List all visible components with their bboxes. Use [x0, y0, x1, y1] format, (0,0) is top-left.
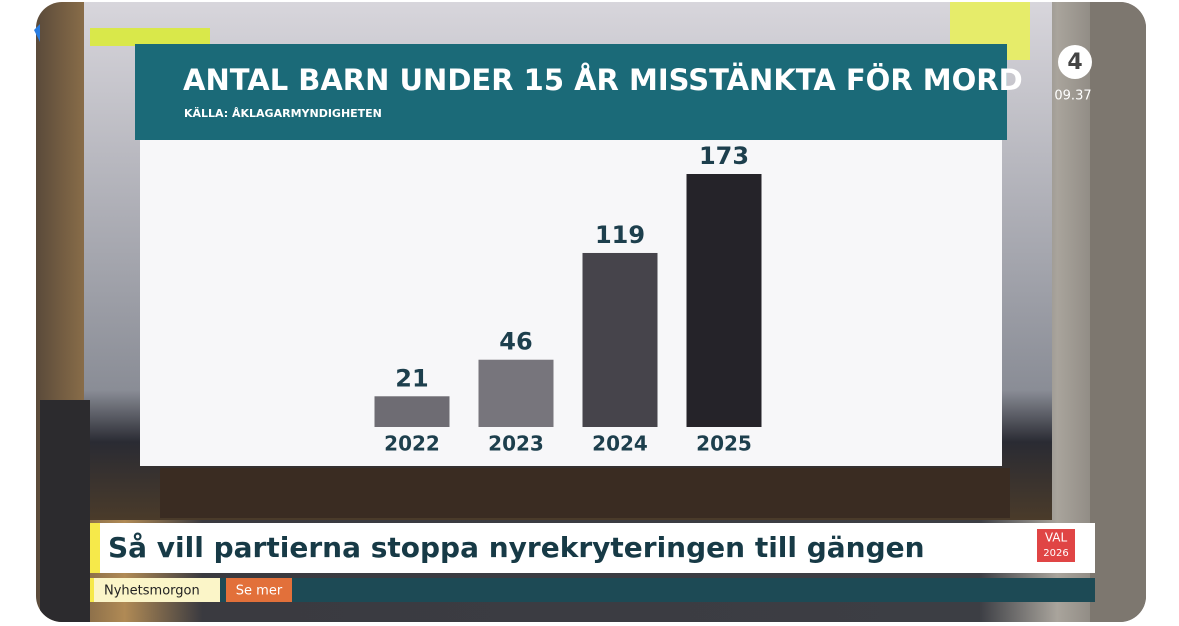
bar	[582, 252, 658, 427]
x-tick-label: 2024	[592, 432, 648, 456]
program-tag	[90, 578, 220, 602]
headline-bar	[90, 523, 1095, 573]
program-name: Nyhetsmorgon	[104, 584, 200, 599]
value-label: 119	[595, 221, 645, 249]
headline: Så vill partierna stoppa nyrekryteringen…	[108, 531, 925, 564]
x-tick-label: 2025	[696, 432, 752, 456]
x-tick-label: 2022	[384, 432, 440, 456]
bar	[686, 174, 762, 427]
chart-title: ANTAL BARN UNDER 15 ÅR MISSTÄNKTA FÖR MO…	[183, 63, 1023, 97]
studio-floor	[40, 400, 90, 622]
plot: 21 2022 46 2023 119 2024 173 2025	[374, 142, 762, 456]
value-label: 21	[395, 364, 428, 392]
channel-logo-badge	[1058, 45, 1092, 79]
video-frame: ANTAL BARN UNDER 15 ÅR MISSTÄNKTA FÖR MO…	[36, 2, 1146, 622]
x-tick-label: 2023	[488, 432, 544, 456]
screen-city-lights	[160, 468, 1010, 518]
val-badge-text: VAL	[1045, 531, 1068, 545]
chart-subtitle: KÄLLA: ÅKLAGARMYNDIGHETEN	[184, 106, 382, 120]
program-accent	[90, 578, 94, 602]
bar	[478, 359, 554, 427]
value-label: 173	[699, 142, 749, 170]
see-more-button[interactable]	[226, 578, 292, 602]
back-indicator	[34, 24, 40, 42]
val-badge-year: 2026	[1043, 548, 1068, 559]
chart-panel	[140, 140, 1002, 466]
screen-accent	[90, 28, 210, 46]
val-badge	[1037, 529, 1075, 562]
see-more-label[interactable]: Se mer	[236, 584, 283, 599]
chart-header	[135, 44, 1007, 140]
headline-accent	[90, 523, 100, 573]
studio-pillar	[1090, 2, 1146, 622]
clock: 09.37	[1054, 89, 1091, 104]
channel-logo: 4	[1067, 50, 1082, 75]
value-label: 46	[499, 328, 532, 356]
bar	[374, 396, 450, 427]
